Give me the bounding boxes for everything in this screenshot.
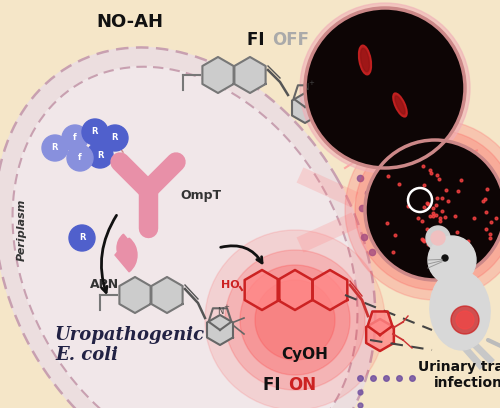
Circle shape — [431, 231, 445, 245]
Text: ON: ON — [288, 376, 316, 394]
Text: FI: FI — [263, 376, 286, 394]
Text: +: + — [223, 304, 229, 310]
Circle shape — [300, 3, 470, 173]
Circle shape — [345, 120, 500, 300]
Circle shape — [255, 280, 335, 360]
Circle shape — [205, 230, 385, 408]
Ellipse shape — [360, 48, 370, 72]
Wedge shape — [117, 234, 135, 262]
Circle shape — [426, 226, 450, 250]
Circle shape — [69, 225, 95, 251]
Text: R: R — [97, 151, 103, 160]
Wedge shape — [115, 238, 137, 272]
Circle shape — [62, 125, 88, 151]
Ellipse shape — [395, 96, 405, 114]
Text: f: f — [73, 133, 77, 142]
Polygon shape — [278, 270, 312, 310]
Text: N: N — [217, 308, 223, 317]
Circle shape — [87, 142, 113, 168]
Text: APN: APN — [90, 279, 120, 291]
Polygon shape — [12, 67, 358, 408]
Circle shape — [240, 265, 350, 375]
Polygon shape — [292, 93, 318, 123]
Text: OFF: OFF — [272, 31, 309, 49]
Text: +: + — [308, 80, 314, 86]
Text: R: R — [52, 144, 58, 153]
Ellipse shape — [430, 270, 490, 350]
Polygon shape — [312, 270, 348, 310]
Text: R: R — [79, 233, 85, 242]
Text: HO: HO — [222, 280, 240, 290]
Circle shape — [42, 135, 68, 161]
Circle shape — [428, 236, 476, 284]
Circle shape — [82, 119, 108, 145]
Ellipse shape — [393, 93, 407, 117]
Text: Uropathogenic
E. coli: Uropathogenic E. coli — [55, 326, 205, 364]
Circle shape — [442, 255, 448, 261]
Circle shape — [355, 130, 500, 290]
Text: R: R — [112, 133, 118, 142]
Circle shape — [451, 306, 479, 334]
Polygon shape — [207, 315, 233, 345]
Circle shape — [456, 311, 474, 329]
Text: R: R — [92, 127, 98, 137]
Text: NO-AH: NO-AH — [96, 13, 164, 31]
Text: CyOH: CyOH — [282, 348, 329, 362]
Polygon shape — [152, 277, 182, 313]
Circle shape — [365, 140, 500, 280]
Polygon shape — [244, 270, 280, 310]
Circle shape — [305, 8, 465, 168]
Circle shape — [102, 125, 128, 151]
Polygon shape — [202, 57, 234, 93]
Polygon shape — [368, 311, 392, 335]
Polygon shape — [120, 277, 150, 313]
Circle shape — [225, 250, 365, 390]
Text: N: N — [302, 84, 308, 93]
Polygon shape — [234, 57, 266, 93]
Text: Periplasm: Periplasm — [17, 199, 27, 261]
Text: Urinary tract
infection: Urinary tract infection — [418, 360, 500, 390]
Circle shape — [67, 145, 93, 171]
Text: FI: FI — [247, 31, 270, 49]
Polygon shape — [366, 319, 394, 351]
Ellipse shape — [358, 45, 372, 75]
Text: OmpT: OmpT — [180, 188, 221, 202]
Text: f: f — [78, 153, 82, 162]
Polygon shape — [0, 47, 375, 408]
